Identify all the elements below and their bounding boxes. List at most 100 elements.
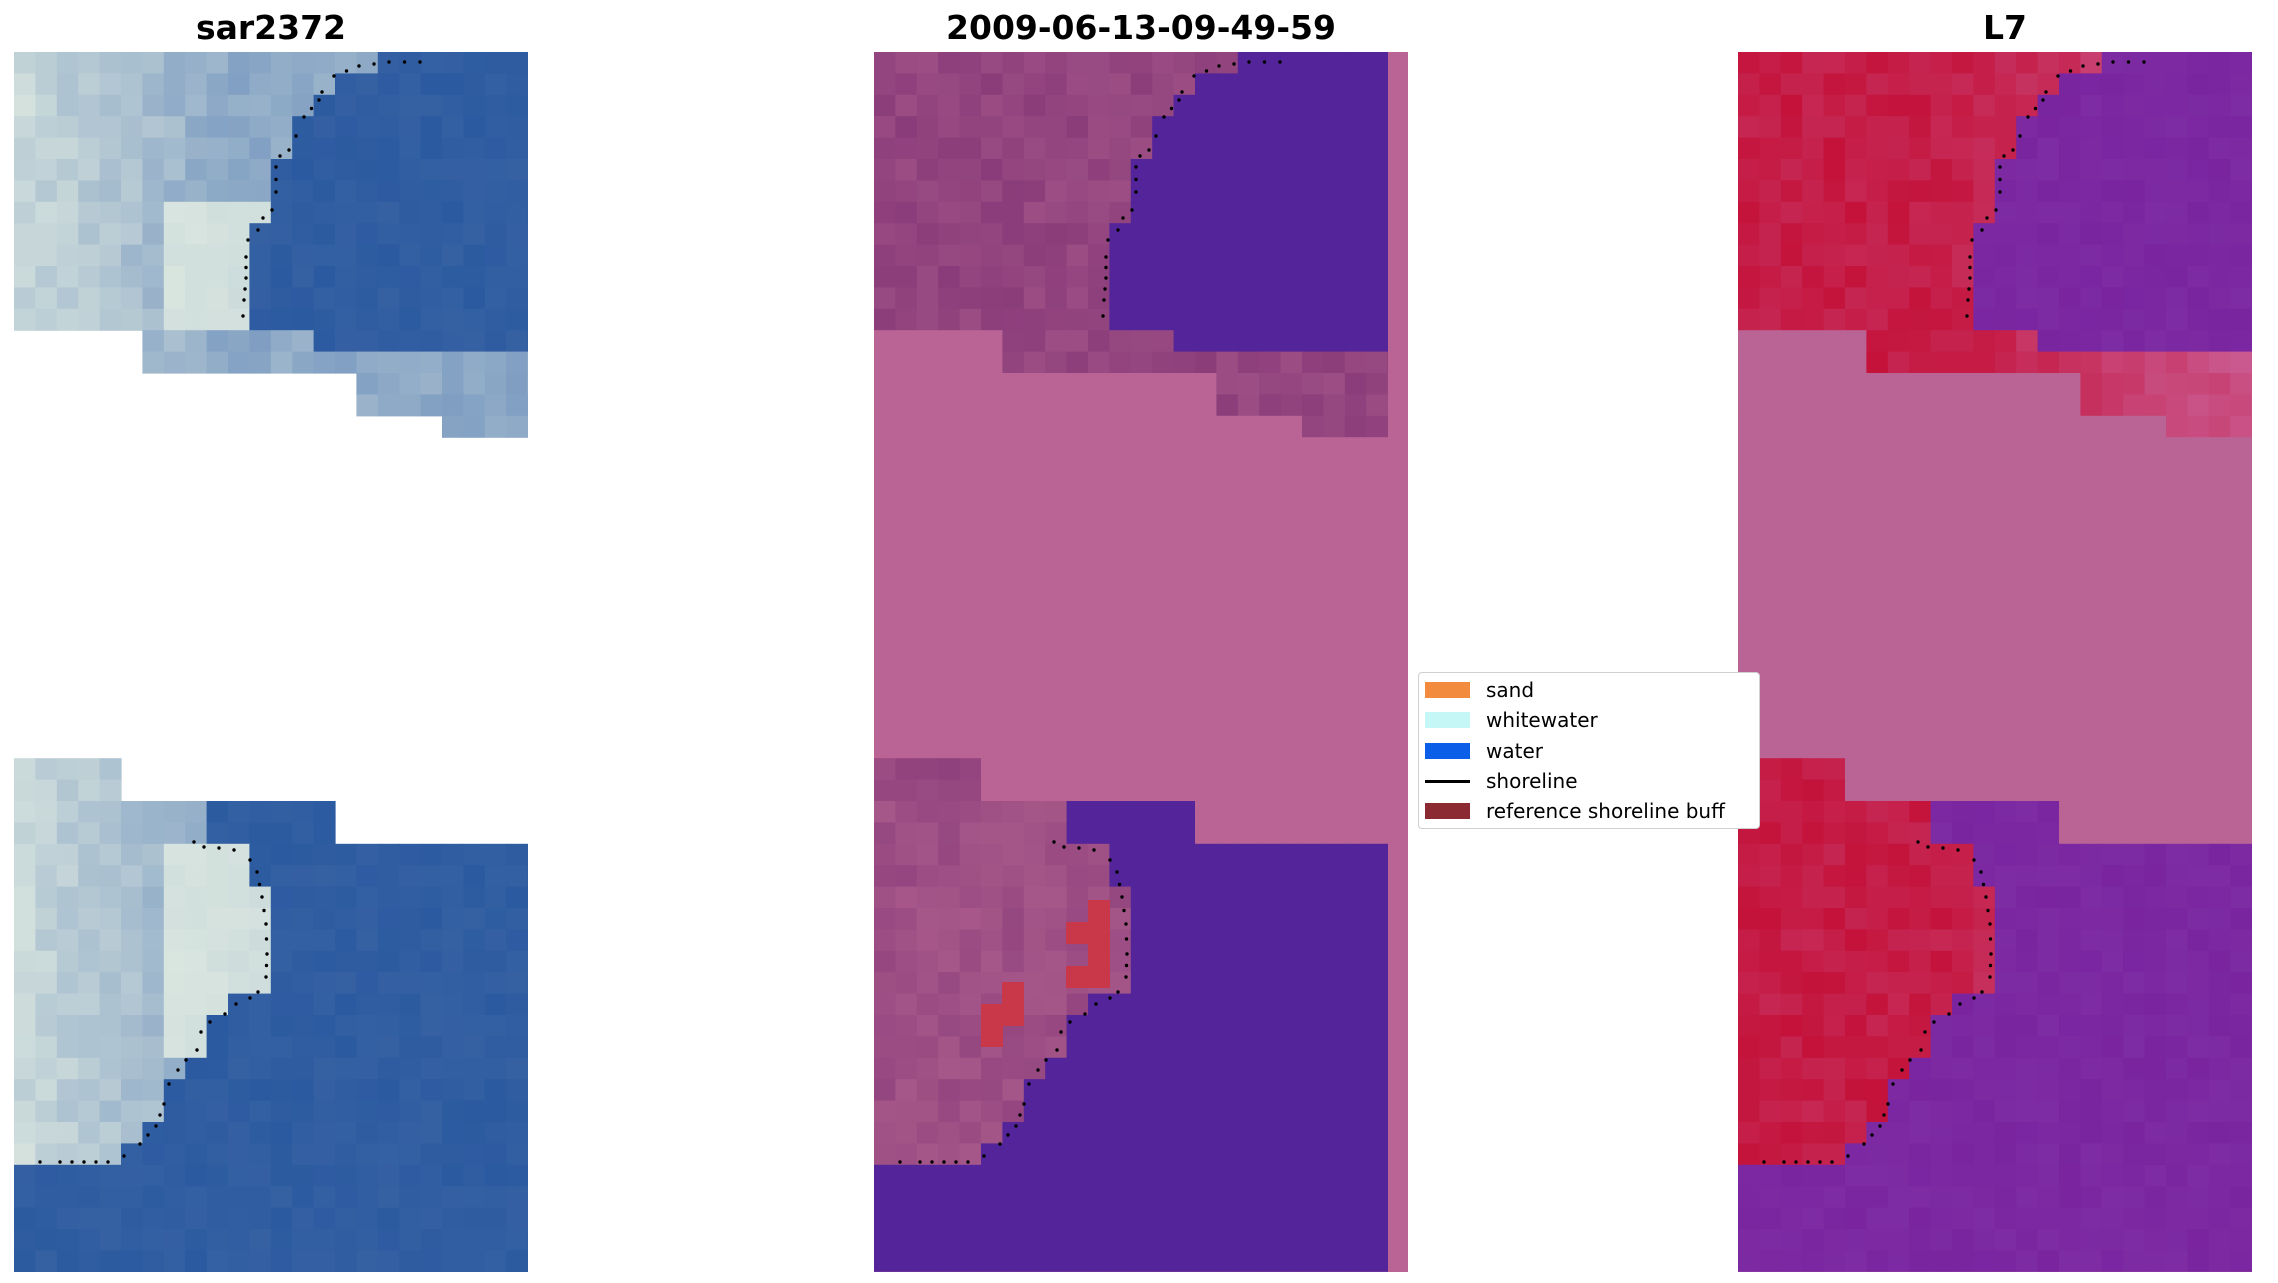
pixel: [916, 886, 939, 909]
pixel: [206, 972, 229, 995]
pixel: [1152, 1143, 1175, 1166]
pixel: [442, 351, 464, 374]
pixel: [1023, 929, 1046, 952]
pixel: [292, 929, 315, 952]
pixel: [356, 1100, 379, 1123]
pixel: [1845, 94, 1867, 117]
pixel: [1002, 1143, 1025, 1166]
pixel: [1237, 715, 1260, 738]
pixel: [916, 993, 939, 1016]
pixel: [1759, 1250, 1782, 1272]
pixel: [1023, 629, 1046, 652]
shoreline-point: [223, 1012, 227, 1016]
pixel: [1002, 929, 1025, 952]
pixel: [249, 1229, 272, 1251]
pixel: [313, 223, 336, 246]
pixel: [249, 1207, 272, 1230]
pixel: [484, 1057, 507, 1080]
pixel: [1066, 116, 1089, 139]
pixel: [874, 886, 896, 909]
pixel: [895, 244, 918, 267]
pixel: [78, 116, 101, 139]
reference-buffer-pixel: [1088, 944, 1110, 966]
pixel: [1109, 1036, 1132, 1059]
pixel: [1023, 822, 1046, 845]
shoreline-point: [274, 177, 278, 182]
pixel: [292, 1250, 315, 1272]
pixel: [874, 1250, 896, 1272]
pixel: [163, 223, 186, 246]
pixel: [1259, 993, 1282, 1016]
pixel: [2166, 159, 2188, 181]
pixel: [1088, 758, 1110, 781]
pixel: [2187, 886, 2210, 909]
shoreline-point: [1116, 990, 1120, 994]
pixel: [1109, 1143, 1132, 1166]
pixel: [1066, 694, 1089, 716]
pixel: [142, 929, 165, 952]
pixel: [1759, 608, 1782, 631]
pixel: [249, 1164, 272, 1187]
pixel: [1173, 287, 1196, 310]
pixel: [313, 1186, 336, 1209]
pixel: [206, 330, 229, 353]
pixel: [938, 522, 961, 545]
shoreline-point: [192, 840, 196, 844]
pixel: [442, 330, 464, 353]
pixel: [1045, 415, 1068, 438]
pixel: [2144, 822, 2167, 845]
pixel: [2080, 159, 2103, 181]
legend-swatch-water: [1425, 743, 1470, 759]
pixel: [1759, 1036, 1782, 1059]
pixel: [916, 950, 939, 973]
pixel: [1759, 287, 1782, 310]
pixel: [1302, 266, 1324, 288]
pixel: [1759, 330, 1782, 353]
shoreline-point: [255, 870, 259, 874]
pixel: [1152, 1015, 1175, 1037]
legend-line-shoreline: [1425, 779, 1470, 783]
pixel: [185, 1164, 208, 1187]
pixel: [1823, 522, 1846, 545]
pixel: [206, 244, 229, 267]
pixel: [1280, 1036, 1303, 1059]
pixel: [142, 1143, 165, 1166]
pixel: [2208, 522, 2231, 545]
pixel: [420, 972, 443, 995]
shoreline-point: [202, 845, 206, 849]
pixel: [78, 1186, 101, 1209]
pixel: [1994, 330, 2017, 353]
pixel: [1109, 330, 1132, 353]
pixel: [2080, 458, 2103, 481]
pixel: [1759, 73, 1782, 96]
pixel: [2016, 501, 2039, 524]
pixel: [99, 908, 122, 930]
pixel: [2166, 394, 2188, 417]
pixel: [1002, 266, 1025, 288]
pixel: [2059, 587, 2081, 609]
pixel: [1952, 950, 1974, 973]
pixel: [2187, 159, 2210, 181]
pixel: [484, 1229, 507, 1251]
pixel: [1759, 94, 1782, 117]
pixel: [484, 1207, 507, 1230]
shoreline-point: [1055, 1048, 1059, 1052]
pixel: [1323, 1079, 1346, 1102]
pixel: [1738, 159, 1760, 181]
pixel: [2101, 908, 2124, 930]
pixel: [121, 308, 143, 331]
pixel: [959, 608, 982, 631]
pixel: [1237, 415, 1260, 438]
pixel: [2123, 116, 2146, 139]
pixel: [2187, 993, 2210, 1016]
pixel: [938, 394, 961, 417]
pixel: [292, 1186, 315, 1209]
pixel: [335, 287, 357, 310]
pixel: [1130, 1143, 1153, 1166]
pixel: [1344, 779, 1367, 802]
pixel: [916, 865, 939, 888]
pixel: [270, 950, 293, 973]
pixel: [1952, 1015, 1974, 1037]
pixel: [56, 266, 79, 288]
pixel: [185, 1036, 208, 1059]
